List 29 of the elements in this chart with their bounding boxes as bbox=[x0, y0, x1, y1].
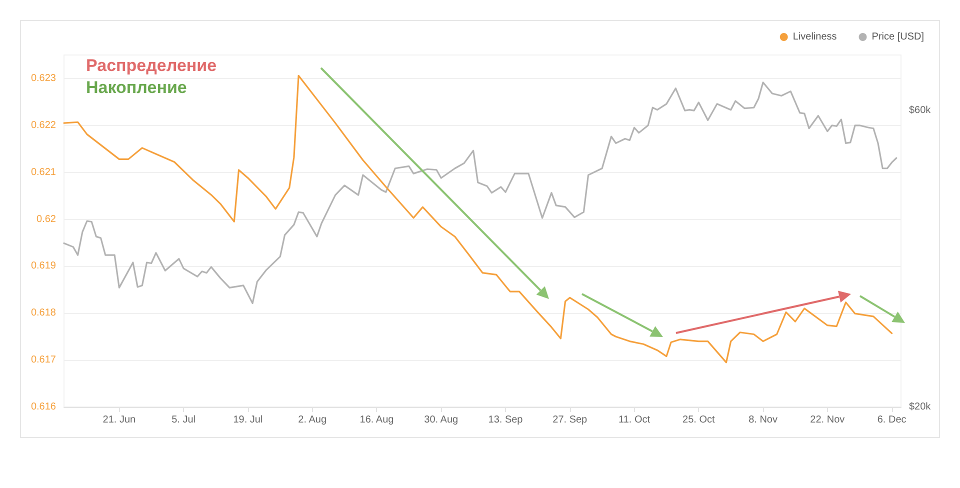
x-tick-label: 16. Aug bbox=[360, 414, 394, 426]
y-tick-label: 0.623 bbox=[30, 72, 56, 84]
x-tick-label: 6. Dec bbox=[877, 414, 906, 426]
y2-tick-label: $20k bbox=[909, 402, 932, 412]
y-tick-label: 0.619 bbox=[30, 260, 56, 272]
y-tick-label: 0.616 bbox=[30, 402, 56, 412]
x-tick-label: 13. Sep bbox=[488, 414, 524, 426]
annotation: Распределение bbox=[86, 56, 217, 75]
x-tick-label: 2. Aug bbox=[298, 414, 327, 426]
x-tick-label: 11. Oct bbox=[618, 414, 650, 426]
annotation: Накопление bbox=[86, 78, 187, 97]
legend-label: Liveliness bbox=[792, 32, 837, 42]
x-tick-label: 30. Aug bbox=[424, 414, 458, 426]
x-tick-label: 22. Nov bbox=[810, 414, 845, 426]
x-tick-label: 21. Jun bbox=[102, 414, 136, 426]
x-tick-label: 19. Jul bbox=[233, 414, 263, 426]
y-tick-label: 0.621 bbox=[30, 166, 56, 178]
x-tick-label: 8. Nov bbox=[748, 414, 778, 426]
legend-label: Price [USD] bbox=[872, 32, 924, 42]
line-series bbox=[63, 74, 893, 364]
x-tick-label: 5. Jul bbox=[172, 414, 196, 426]
x-tick-label: 27. Sep bbox=[552, 414, 588, 426]
x-tick-label: 25. Oct bbox=[682, 414, 715, 426]
y-tick-label: 0.618 bbox=[30, 308, 56, 319]
y-tick-label: 0.62 bbox=[36, 214, 56, 225]
y2-tick-label: $60k bbox=[909, 105, 932, 116]
y-tick-label: 0.617 bbox=[30, 354, 56, 366]
y-tick-label: 0.622 bbox=[30, 120, 56, 131]
line-series bbox=[63, 82, 898, 304]
